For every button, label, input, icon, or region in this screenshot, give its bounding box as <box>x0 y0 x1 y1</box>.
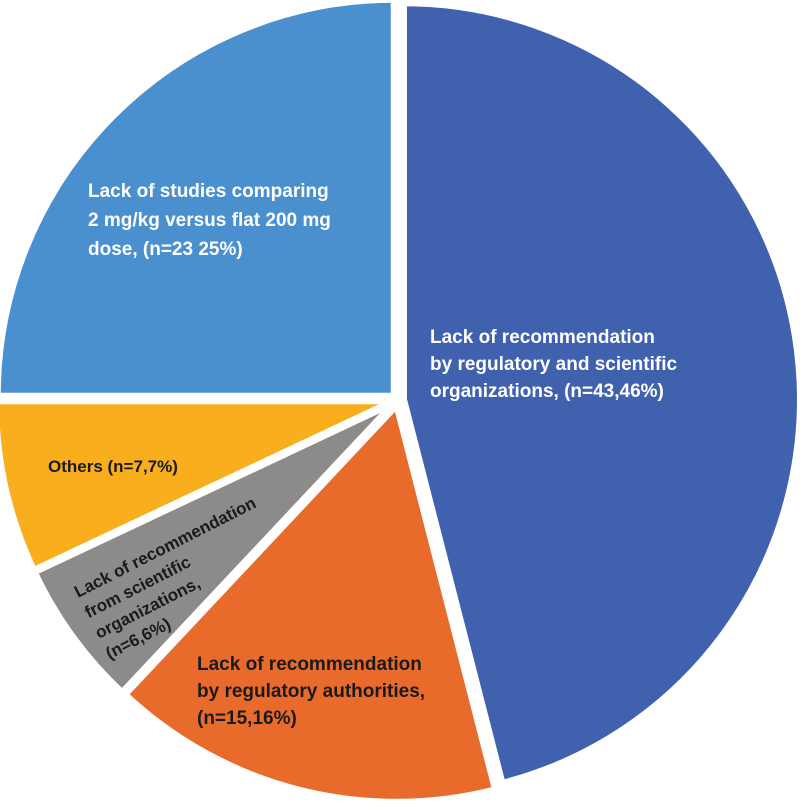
slice-label-line: Lack of studies comparing <box>88 181 329 202</box>
pie-slice <box>31 400 397 696</box>
slice-label-line: Lack of recommendation <box>197 654 422 675</box>
slice-label-line: 2 mg/kg versus flat 200 mg <box>88 210 331 231</box>
slice-label-line: by regulatory and scientific <box>430 354 677 375</box>
slice-label-line: organizations, (n=43,46%) <box>430 381 664 402</box>
pie-slice <box>0 0 397 399</box>
slice-label-line: dose, (n=23 25%) <box>88 239 243 260</box>
pie-slice <box>400 0 800 786</box>
slice-label: Lack of recommendation by regulatory auth… <box>197 654 425 729</box>
pie-slice <box>122 402 498 805</box>
pie-slice <box>0 398 396 573</box>
slice-label-line: (n=15,16%) <box>197 708 297 729</box>
slice-label: Lack of studies comparing 2 mg/kg versus … <box>88 181 331 260</box>
slice-label-line: by regulatory authorities, <box>197 681 425 702</box>
slice-label-line: Others (n=7,7%) <box>48 457 178 476</box>
slice-label-line: Lack of recommendation <box>430 327 655 348</box>
slice-label: Lack of recommendation by regulatory and … <box>430 327 677 402</box>
slice-label: Others (n=7,7%) <box>48 457 178 476</box>
